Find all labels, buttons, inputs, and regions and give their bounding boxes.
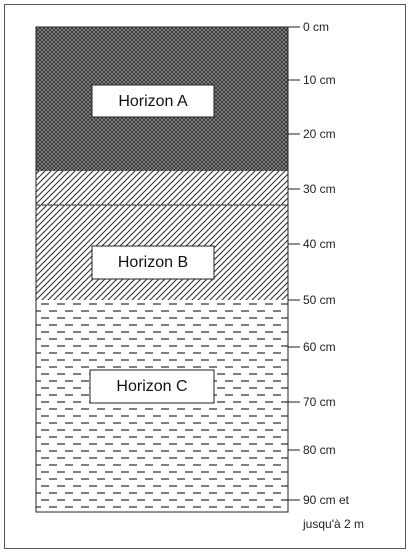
label-box [91, 245, 215, 280]
horizon-label: Horizon B [118, 254, 188, 271]
label-box [91, 84, 215, 118]
depth-label: 10 cm [303, 73, 336, 87]
depth-label: 70 cm [303, 395, 336, 409]
depth-label: 40 cm [303, 237, 336, 251]
horizon-c-layer [36, 300, 288, 512]
depth-label: 90 cm et [303, 493, 350, 507]
depth-label: 30 cm [303, 182, 336, 196]
depth-label: 80 cm [303, 443, 336, 457]
frame [4, 4, 406, 549]
depth-label: 60 cm [303, 340, 336, 354]
depth-label: 20 cm [303, 127, 336, 141]
horizon-b-layer [36, 171, 288, 300]
label-box [89, 369, 215, 404]
depth-label: 0 cm [303, 20, 329, 34]
column-outline [35, 26, 289, 513]
horizon-label: Horizon A [118, 93, 188, 110]
depth-note: jusqu'à 2 m [302, 517, 364, 531]
depth-label: 50 cm [303, 293, 336, 307]
depth-scale: 0 cm 10 cm 20 cm 30 cm 40 cm 50 cm 60 cm 70 cm 8… [288, 20, 350, 507]
horizon-label: Horizon C [116, 378, 187, 395]
